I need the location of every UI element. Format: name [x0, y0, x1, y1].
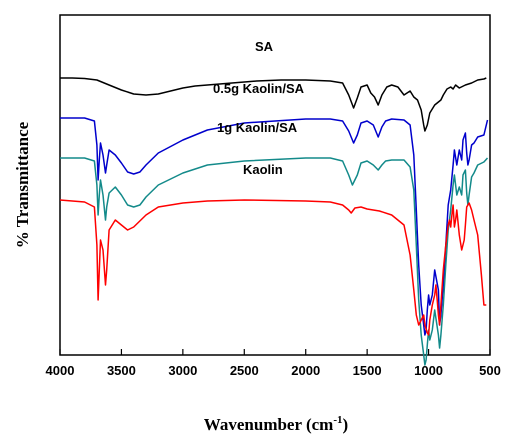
series-line-0 — [60, 77, 487, 132]
x-tick-label: 1500 — [353, 363, 382, 378]
series-group — [59, 77, 489, 366]
y-axis-title: % Transmittance — [13, 121, 32, 248]
series-line-3 — [59, 199, 487, 336]
x-tick-label: 2000 — [291, 363, 320, 378]
x-tick-label: 500 — [479, 363, 501, 378]
x-axis-title-suffix: ) — [343, 415, 349, 434]
series-label-kaolin: Kaolin — [243, 162, 283, 177]
series-line-2 — [60, 157, 489, 366]
x-ticks: 4000 3500 3000 2500 2000 1500 1000 500 — [46, 349, 501, 378]
series-line-1 — [60, 117, 489, 336]
plot-frame — [59, 14, 491, 356]
series-label-1g-kaolin-sa: 1g Kaolin/SA — [217, 120, 298, 135]
x-axis-title: Wavenumber (cm-1) — [204, 414, 348, 434]
series-label-05g-kaolin-sa: 0.5g Kaolin/SA — [213, 81, 305, 96]
x-tick-label: 1000 — [414, 363, 443, 378]
series-label-sa: SA — [255, 39, 274, 54]
x-axis-title-superscript: -1 — [333, 414, 342, 426]
x-tick-label: 3000 — [168, 363, 197, 378]
x-tick-label: 2500 — [230, 363, 259, 378]
x-tick-label: 4000 — [46, 363, 75, 378]
x-tick-label: 3500 — [107, 363, 136, 378]
x-axis-title-main: Wavenumber (cm — [204, 415, 334, 434]
